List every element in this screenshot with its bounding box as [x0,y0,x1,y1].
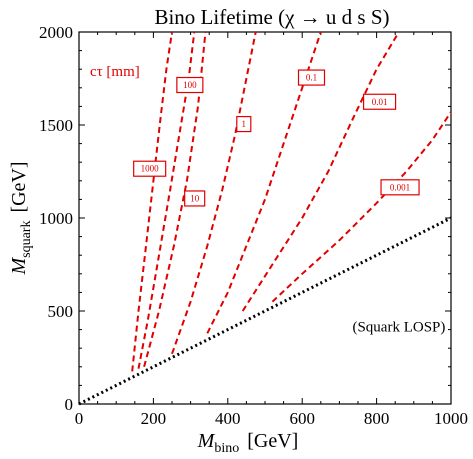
contour-line-1 [171,31,257,355]
chart-title: Bino Lifetime (χ → u d s S) [154,5,389,29]
x-ticks: 0 200 400 600 800 1000 [75,32,468,428]
contour-label-text: 1 [242,119,247,129]
contour-line-0p001 [271,111,452,303]
contour-label: 0.1 [297,69,326,86]
contour-label: 1000 [133,160,167,177]
x-tick-label: 1000 [434,409,468,428]
contour-label: 100 [176,76,204,94]
x-axis-label-sub: bino [214,441,239,456]
contour-label: 1 [236,115,252,133]
x-axis-label: Mbino [GeV] [197,430,299,456]
contour-label: 10 [184,190,206,207]
y-axis-label-sub: squark [19,221,34,258]
contour-labels: 1000 100 10 1 0.1 0.01 0.001 [133,69,420,207]
contour-label-text: 1000 [141,164,160,174]
contour-label-box [176,76,204,94]
x-axis-label-main: M [197,430,216,452]
contour-label-text: 100 [183,80,197,90]
y-axis-label: Msquark [GeV] [8,161,34,275]
contour-line-0p1 [206,31,322,334]
contour-label-box [297,69,326,86]
contour-label-box [362,93,397,110]
contour-label-text: 0.001 [390,182,410,192]
y-tick-label: 2000 [39,23,73,42]
contour-label-box [236,115,252,133]
y-axis-label-unit: [GeV] [8,161,30,212]
x-tick-label: 0 [75,409,84,428]
contour-label: 0.01 [362,93,397,110]
y-tick-label: 1000 [39,209,73,228]
contour-line-1000 [131,31,173,372]
y-tick-label: 1500 [39,116,73,135]
x-tick-label: 600 [289,409,315,428]
y-axis-label-main: M [8,257,30,276]
y-tick-label: 500 [48,302,74,321]
contour-label-text: 0.1 [306,73,317,83]
contour-lines [131,31,452,372]
y-tick-label: 0 [65,395,74,414]
legend-title: cτ [mm] [90,64,140,80]
contour-label-box [380,179,420,196]
contour-label-box [133,160,167,177]
contour-label: 0.001 [380,179,420,196]
region-label: (Squark LOSP) [352,319,445,335]
x-tick-label: 800 [364,409,390,428]
contour-label-box [184,190,206,207]
y-ticks: 0 500 1000 1500 2000 [39,23,451,414]
x-tick-label: 400 [215,409,241,428]
losp-boundary-line [78,216,452,406]
contour-line-0p01 [241,31,400,312]
losp-line-group [78,216,452,406]
x-tick-label: 200 [141,409,167,428]
contour-label-text: 10 [190,193,200,203]
contour-label-text: 0.01 [372,97,388,107]
x-axis-label-unit: [GeV] [247,430,298,452]
